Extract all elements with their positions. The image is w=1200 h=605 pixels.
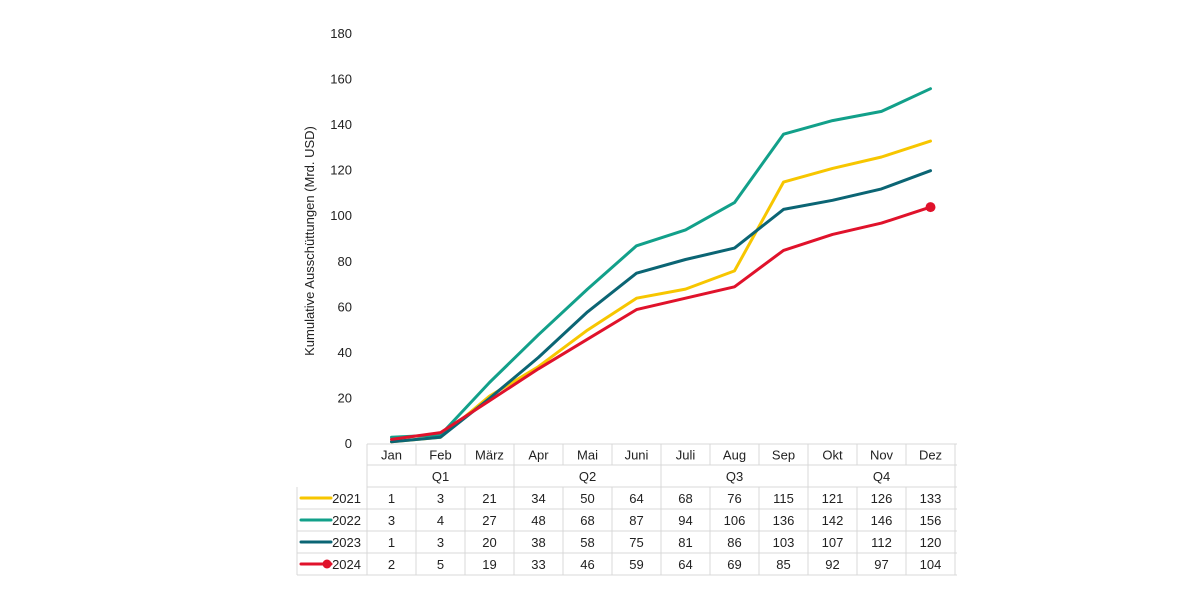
data-cell: 21 bbox=[482, 491, 496, 506]
y-tick-label: 140 bbox=[330, 117, 352, 132]
x-tick-label: Juni bbox=[625, 448, 649, 463]
data-cell: 4 bbox=[437, 513, 444, 528]
y-tick-label: 80 bbox=[338, 254, 352, 269]
x-tick-label: Nov bbox=[870, 448, 894, 463]
series-end-marker-2024 bbox=[925, 202, 936, 213]
data-cell: 133 bbox=[920, 491, 942, 506]
data-cell: 64 bbox=[629, 491, 643, 506]
data-cell: 126 bbox=[871, 491, 893, 506]
data-cell: 3 bbox=[437, 535, 444, 550]
data-cell: 103 bbox=[773, 535, 795, 550]
data-cell: 81 bbox=[678, 535, 692, 550]
data-cell: 87 bbox=[629, 513, 643, 528]
data-cell: 68 bbox=[678, 491, 692, 506]
series-line-2021 bbox=[390, 139, 932, 444]
series-line-2022 bbox=[390, 87, 932, 439]
data-cell: 86 bbox=[727, 535, 741, 550]
x-tick-label: Apr bbox=[528, 448, 549, 463]
data-cell: 19 bbox=[482, 557, 496, 572]
data-cell: 75 bbox=[629, 535, 643, 550]
data-cell: 58 bbox=[580, 535, 594, 550]
series-line-2024 bbox=[390, 205, 932, 441]
quarter-label: Q3 bbox=[726, 469, 743, 484]
data-cell: 68 bbox=[580, 513, 594, 528]
quarter-label: Q4 bbox=[873, 469, 890, 484]
legend-label-2024: 2024 bbox=[332, 557, 361, 572]
quarter-label: Q2 bbox=[579, 469, 596, 484]
series-lines bbox=[390, 87, 936, 444]
data-cell: 112 bbox=[871, 535, 892, 550]
data-cell: 2 bbox=[388, 557, 395, 572]
y-tick-label: 40 bbox=[338, 345, 352, 360]
data-cell: 33 bbox=[531, 557, 545, 572]
y-tick-label: 20 bbox=[338, 390, 352, 405]
data-cell: 156 bbox=[920, 513, 942, 528]
data-table: Jan Feb März Apr Mai Juni Juli Aug Sep Okt Nov Dez Q… bbox=[299, 448, 942, 572]
y-tick-label: 160 bbox=[330, 72, 352, 87]
data-cell: 94 bbox=[678, 513, 692, 528]
data-cell: 121 bbox=[822, 491, 844, 506]
x-tick-label: Mai bbox=[577, 448, 598, 463]
legend-label-2022: 2022 bbox=[332, 513, 361, 528]
data-cell: 107 bbox=[822, 535, 844, 550]
x-tick-label: Aug bbox=[723, 448, 746, 463]
table-grid bbox=[296, 443, 957, 576]
data-cell: 48 bbox=[531, 513, 545, 528]
data-cell: 5 bbox=[437, 557, 444, 572]
y-tick-label: 60 bbox=[338, 299, 352, 314]
x-tick-label: Sep bbox=[772, 448, 795, 463]
x-tick-label: Feb bbox=[429, 448, 451, 463]
x-tick-label: Okt bbox=[822, 448, 843, 463]
data-cell: 85 bbox=[776, 557, 790, 572]
data-cell: 1 bbox=[388, 491, 395, 506]
data-cell: 146 bbox=[871, 513, 893, 528]
data-cell: 38 bbox=[531, 535, 545, 550]
data-cell: 46 bbox=[580, 557, 594, 572]
data-cell: 92 bbox=[825, 557, 839, 572]
x-tick-label: Jan bbox=[381, 448, 402, 463]
y-tick-label: 120 bbox=[330, 163, 352, 178]
data-cell: 142 bbox=[822, 513, 844, 528]
data-cell: 59 bbox=[629, 557, 643, 572]
data-cell: 120 bbox=[920, 535, 942, 550]
data-cell: 27 bbox=[482, 513, 496, 528]
data-cell: 20 bbox=[482, 535, 496, 550]
x-tick-label: Juli bbox=[676, 448, 696, 463]
data-cell: 50 bbox=[580, 491, 594, 506]
legend-label-2023: 2023 bbox=[332, 535, 361, 550]
quarter-label: Q1 bbox=[432, 469, 449, 484]
x-tick-label: Dez bbox=[919, 448, 942, 463]
data-cell: 64 bbox=[678, 557, 692, 572]
data-cell: 3 bbox=[437, 491, 444, 506]
data-cell: 115 bbox=[773, 491, 794, 506]
data-cell: 76 bbox=[727, 491, 741, 506]
y-tick-label: 100 bbox=[330, 208, 352, 223]
legend-marker-2024 bbox=[322, 559, 332, 569]
data-cell: 3 bbox=[388, 513, 395, 528]
y-tick-label: 180 bbox=[330, 26, 352, 41]
legend-label-2021: 2021 bbox=[332, 491, 361, 506]
y-tick-label: 0 bbox=[345, 436, 352, 451]
y-axis-title: Kumulative Ausschüttungen (Mrd. USD) bbox=[302, 126, 317, 356]
x-tick-label: März bbox=[475, 448, 504, 463]
data-cell: 1 bbox=[388, 535, 395, 550]
data-cell: 136 bbox=[773, 513, 795, 528]
data-cell: 97 bbox=[874, 557, 888, 572]
data-cell: 69 bbox=[727, 557, 741, 572]
data-cell: 106 bbox=[724, 513, 746, 528]
data-cell: 104 bbox=[920, 557, 942, 572]
y-axis: Kumulative Ausschüttungen (Mrd. USD) 0 20… bbox=[302, 26, 352, 451]
data-cell: 34 bbox=[531, 491, 545, 506]
